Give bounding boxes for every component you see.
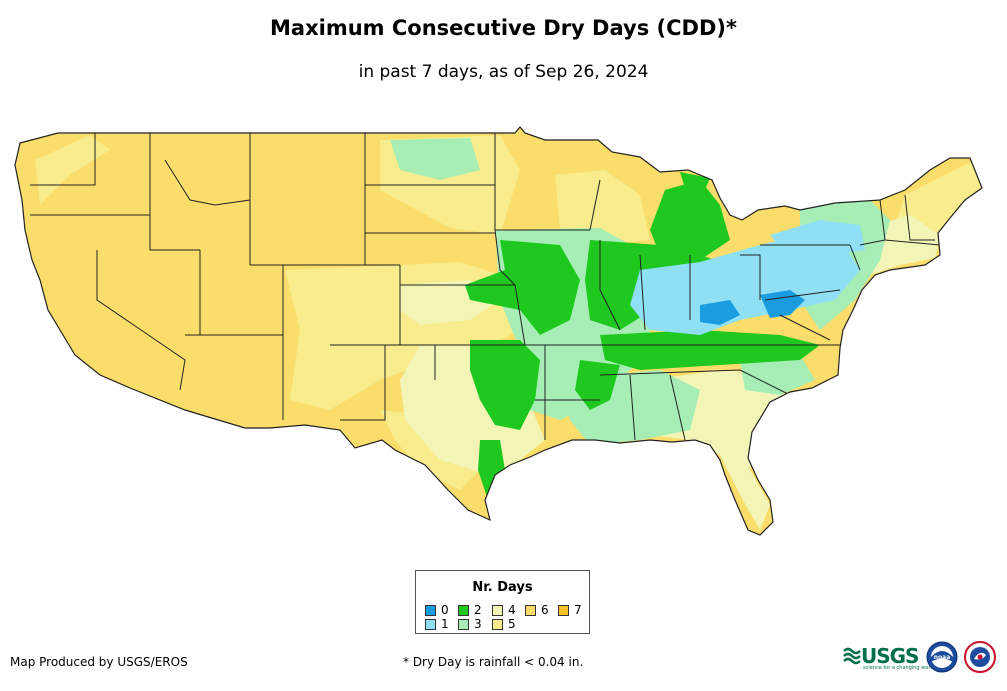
- legend-swatch-2: [458, 604, 469, 616]
- legend-item-7: 7: [558, 603, 582, 617]
- region-5-days-wi: [555, 170, 650, 245]
- legend-label-2: 2: [474, 603, 482, 617]
- map-credit: Map Produced by USGS/EROS: [10, 655, 188, 669]
- region-2-days-ms: [575, 360, 620, 410]
- region-0-days-ky: [700, 300, 740, 325]
- region-3-days-carolina: [740, 355, 815, 395]
- legend-item-6: 6: [525, 603, 549, 617]
- legend-swatch-0: [425, 604, 436, 616]
- nws-seal-icon: [964, 641, 996, 673]
- region-2-days-tn: [600, 330, 820, 370]
- legend-label-7: 7: [574, 603, 582, 617]
- usgs-wordmark: USGS: [861, 644, 919, 668]
- legend-item-3: 3: [458, 617, 482, 631]
- map-subtitle: in past 7 days, as of Sep 26, 2024: [358, 62, 649, 82]
- noaa-seal-text: noaa: [934, 654, 951, 661]
- legend-item-1: 1: [425, 617, 449, 631]
- usgs-logo-icon: USGS science for a changing world: [843, 641, 935, 671]
- legend-item-2: 2: [458, 603, 482, 617]
- map-title: Maximum Consecutive Dry Days (CDD)*: [270, 16, 737, 40]
- legend-label-4: 4: [508, 603, 516, 617]
- usgs-tagline: science for a changing world: [863, 665, 935, 671]
- legend-item-5: 5: [492, 617, 516, 631]
- region-2-days-ok-ar: [470, 340, 540, 430]
- region-2-days-iowa: [465, 240, 580, 335]
- usgs-wave-mark: [843, 647, 861, 665]
- legend-swatch-1: [425, 618, 436, 630]
- region-2-days-tx: [478, 440, 505, 500]
- legend-label-3: 3: [474, 617, 482, 631]
- legend-label-5: 5: [508, 617, 516, 631]
- dry-day-footnote: * Dry Day is rainfall < 0.04 in.: [403, 655, 584, 669]
- legend-label-1: 1: [441, 617, 449, 631]
- region-0-days-wv: [760, 290, 805, 318]
- region-1-day-ohio-valley: [630, 235, 860, 335]
- legend-swatch-6: [525, 604, 536, 616]
- legend-label-6: 6: [541, 603, 549, 617]
- legend-swatch-7: [558, 604, 569, 616]
- legend-swatch-5: [492, 618, 503, 630]
- legend-title: Nr. Days: [472, 580, 533, 595]
- legend-item-0: 0: [425, 603, 449, 617]
- legend: Nr. Days 0 1 2 3 4 5 6 7: [415, 570, 590, 634]
- noaa-seal-icon: noaa: [926, 641, 958, 673]
- legend-label-0: 0: [441, 603, 449, 617]
- region-2-days-mich: [650, 180, 730, 260]
- legend-swatch-3: [458, 618, 469, 630]
- region-3-days-dak: [390, 138, 480, 180]
- dry-day-regions: [15, 127, 982, 535]
- legend-swatch-4: [492, 604, 503, 616]
- region-5-days-wa: [35, 135, 110, 205]
- state-boundaries: [30, 133, 941, 441]
- region-1-day-ny: [770, 220, 865, 258]
- legend-item-4: 4: [492, 603, 516, 617]
